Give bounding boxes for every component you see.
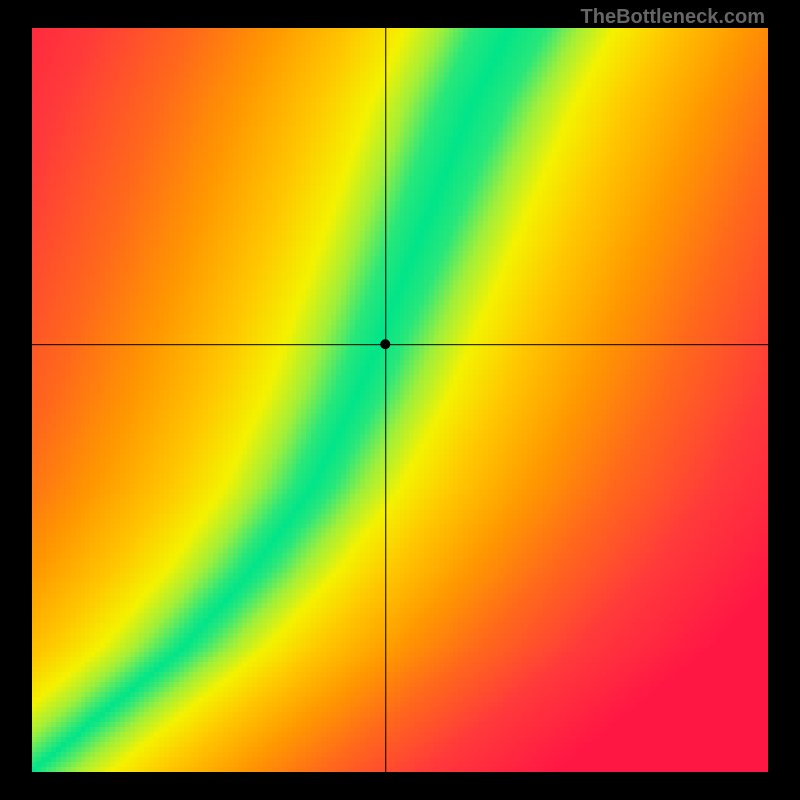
chart-container: TheBottleneck.com	[0, 0, 800, 800]
watermark-text: TheBottleneck.com	[581, 6, 765, 29]
heatmap-canvas	[32, 28, 768, 772]
